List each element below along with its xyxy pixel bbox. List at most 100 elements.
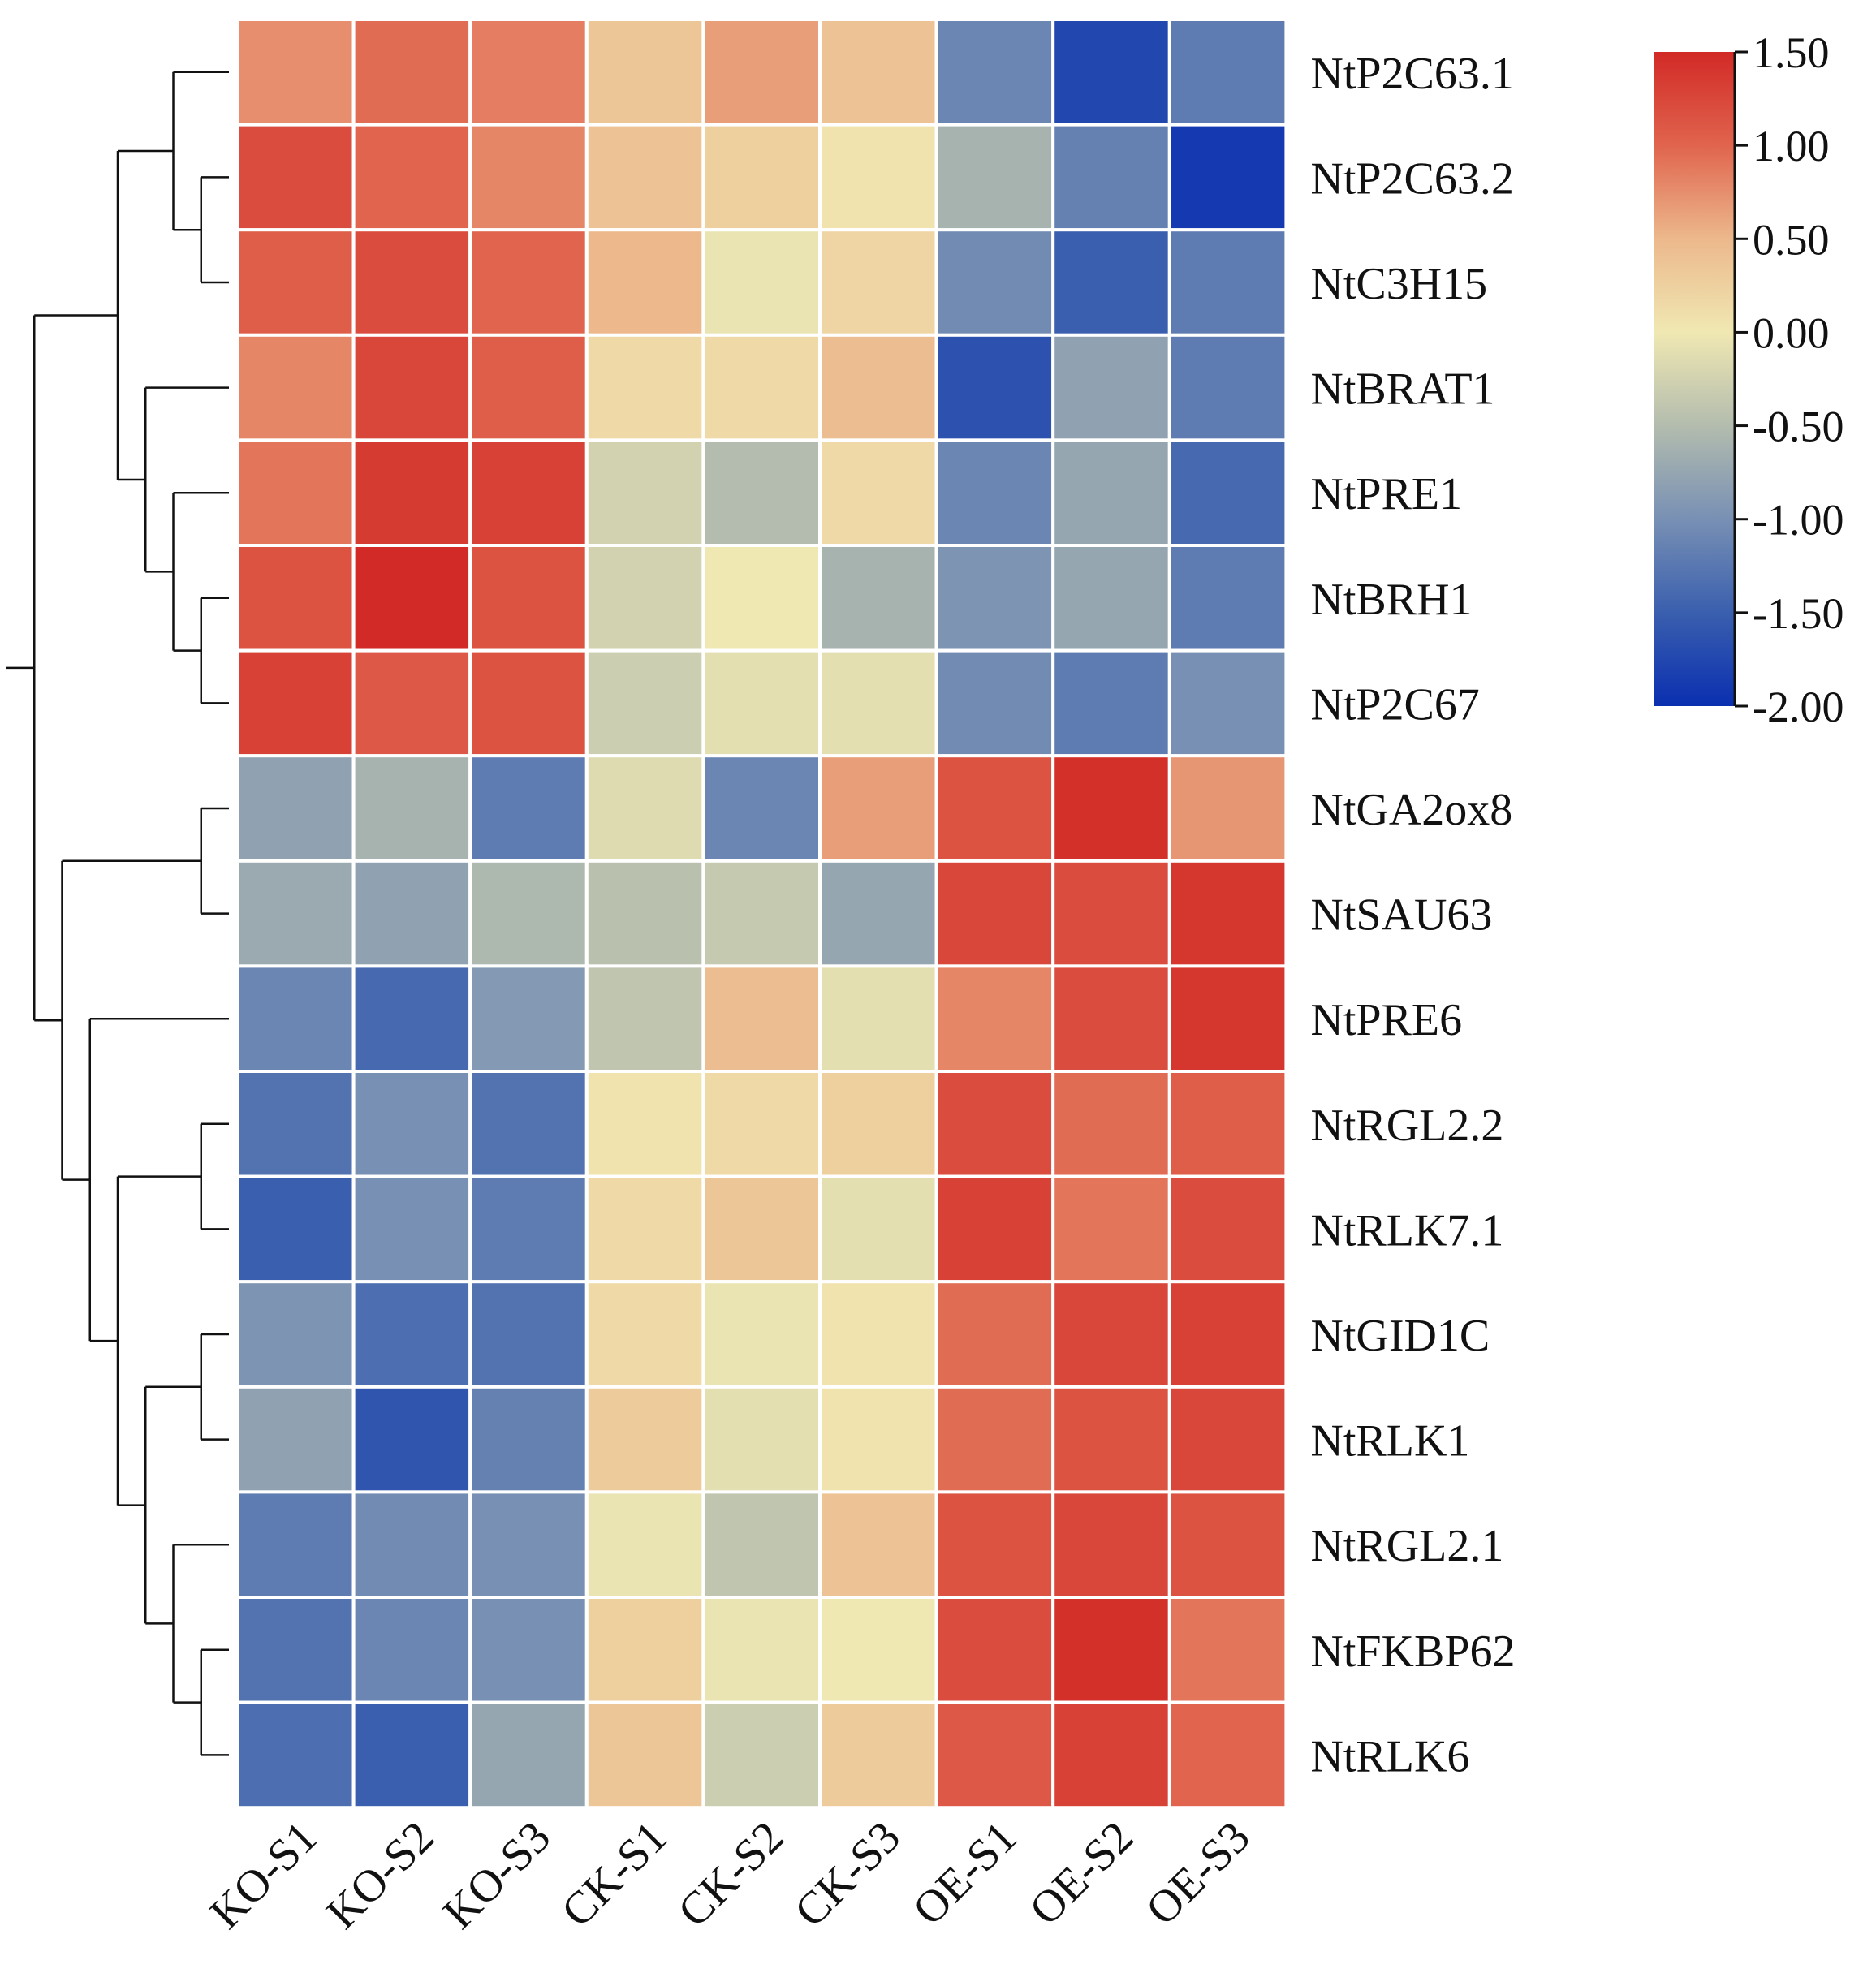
heatmap-cell-NtGID1C-OE-S3: [1167, 1280, 1288, 1389]
row-labels: NtP2C63.1 NtP2C63.2 NtC3H15 NtBRAT1 NtPRE1 Nt…: [1310, 49, 1515, 1782]
heatmap-cell-NtRLK7.1-OE-S2: [1051, 1174, 1171, 1284]
heatmap-cell-NtSAU63-OE-S3: [1167, 859, 1288, 968]
heatmap-cell-NtP2C63.1-CK-S2: [701, 18, 822, 127]
heatmap-cell-NtPRE1-OE-S1: [934, 438, 1055, 548]
heatmap-cell-NtPRE1-KO-S3: [468, 438, 589, 548]
heatmap-cell-NtGID1C-KO-S1: [235, 1280, 356, 1389]
heatmap-cell-NtGID1C-KO-S3: [468, 1280, 589, 1389]
heatmap-cell-NtSAU63-OE-S1: [934, 859, 1055, 968]
heatmap-cell-NtBRAT1-OE-S2: [1051, 333, 1171, 442]
row-label: NtP2C63.2: [1310, 153, 1514, 204]
heatmap-cell-NtPRE1-CK-S1: [584, 438, 705, 548]
heatmap-cell-NtFKBP62-CK-S1: [584, 1596, 705, 1704]
heatmap-cell-NtBRH1-CK-S3: [818, 544, 938, 653]
heatmap-cell-NtBRAT1-CK-S3: [818, 333, 938, 442]
heatmap-cell-NtRGL2.2-OE-S1: [934, 1070, 1055, 1178]
heatmap-cell-NtSAU63-CK-S2: [701, 859, 822, 968]
heatmap-cell-NtP2C63.1-OE-S2: [1051, 18, 1171, 127]
heatmap-cell-NtP2C63.1-KO-S3: [468, 18, 589, 127]
heatmap-cell-NtBRAT1-OE-S1: [934, 333, 1055, 442]
heatmap-cell-NtBRAT1-KO-S3: [468, 333, 589, 442]
heatmap-cell-NtRLK7.1-CK-S1: [584, 1174, 705, 1284]
heatmap-cell-NtC3H15-CK-S3: [818, 228, 938, 337]
row-label: NtBRH1: [1310, 575, 1472, 625]
heatmap-cell-NtP2C63.1-KO-S2: [351, 18, 472, 127]
heatmap-cell-NtP2C63.2-KO-S2: [351, 123, 472, 232]
heatmap-cell-NtPRE6-OE-S3: [1167, 964, 1288, 1074]
heatmap-cell-NtFKBP62-OE-S1: [934, 1596, 1055, 1704]
heatmap-cell-NtRLK1-KO-S3: [468, 1385, 589, 1494]
color-scale-legend: 1.50 1.00 0.50 0.00 -0.50 -1.00 -1.50 -2.00: [1654, 28, 1844, 731]
heatmap-cell-NtPRE6-KO-S2: [351, 964, 472, 1074]
heatmap-cell-NtSAU63-OE-S2: [1051, 859, 1171, 968]
colorbar-tick-label: -1.00: [1753, 496, 1844, 545]
heatmap-cell-NtPRE6-CK-S2: [701, 964, 822, 1074]
heatmap-cell-NtC3H15-OE-S2: [1051, 228, 1171, 337]
column-label: OE-S2: [1020, 1812, 1144, 1936]
heatmap-cell-NtRLK6-OE-S2: [1051, 1700, 1171, 1810]
heatmap-cell-NtP2C63.2-KO-S3: [468, 123, 589, 232]
heatmap-cell-NtRLK7.1-KO-S1: [235, 1174, 356, 1284]
colorbar-tick-label: 1.00: [1753, 122, 1830, 170]
heatmap-cell-NtP2C67-OE-S1: [934, 648, 1055, 758]
heatmap-cell-NtP2C63.2-CK-S1: [584, 123, 705, 232]
heatmap-cell-NtRLK1-CK-S2: [701, 1385, 822, 1494]
heatmap-cell-NtBRH1-OE-S1: [934, 544, 1055, 653]
heatmap-cell-NtRGL2.2-CK-S1: [584, 1070, 705, 1178]
heatmap-cell-NtFKBP62-KO-S3: [468, 1596, 589, 1704]
heatmap-cell-NtRLK6-KO-S3: [468, 1700, 589, 1810]
heatmap-cell-NtRLK7.1-CK-S3: [818, 1174, 938, 1284]
heatmap-cell-NtRGL2.1-KO-S1: [235, 1490, 356, 1600]
heatmap-cell-NtP2C67-OE-S2: [1051, 648, 1171, 758]
heatmap-cell-NtGA2ox8-CK-S1: [584, 754, 705, 863]
row-label: NtBRAT1: [1310, 364, 1494, 415]
heatmap-cell-NtFKBP62-CK-S2: [701, 1596, 822, 1704]
heatmap-cell-NtRLK1-CK-S3: [818, 1385, 938, 1494]
heatmap-cell-NtPRE6-CK-S1: [584, 964, 705, 1074]
heatmap-cell-NtP2C63.1-KO-S1: [235, 18, 356, 127]
heatmap-cell-NtP2C63.1-CK-S3: [818, 18, 938, 127]
heatmap-cell-NtPRE6-CK-S3: [818, 964, 938, 1074]
column-labels: KO-S1KO-S2KO-S3CK-S1CK-S2CK-S3OE-S1OE-S2…: [201, 1812, 1260, 1939]
heatmap-cell-NtRGL2.1-OE-S3: [1167, 1490, 1288, 1600]
colorbar-tick-label: 0.00: [1753, 308, 1830, 357]
heatmap-cell-NtBRH1-OE-S2: [1051, 544, 1171, 653]
heatmap-cell-NtGA2ox8-OE-S2: [1051, 754, 1171, 863]
column-label: KO-S2: [317, 1812, 444, 1939]
heatmap-cell-NtRLK1-OE-S1: [934, 1385, 1055, 1494]
heatmap-cell-NtP2C63.2-OE-S2: [1051, 123, 1171, 232]
row-label: NtPRE6: [1310, 995, 1462, 1045]
colorbar-tick-label: 0.50: [1753, 215, 1830, 264]
column-label: KO-S1: [201, 1812, 327, 1939]
colorbar-tick-label: 1.50: [1753, 28, 1830, 77]
heatmap-cell-NtRGL2.2-KO-S1: [235, 1070, 356, 1178]
heatmap-cell-NtRGL2.1-CK-S2: [701, 1490, 822, 1600]
heatmap-cell-NtP2C67-CK-S3: [818, 648, 938, 758]
heatmap-cell-NtPRE1-KO-S2: [351, 438, 472, 548]
heatmap-cell-NtRLK7.1-OE-S1: [934, 1174, 1055, 1284]
heatmap-cell-NtRLK6-OE-S1: [934, 1700, 1055, 1810]
heatmap-cell-NtBRH1-CK-S1: [584, 544, 705, 653]
heatmap-cell-NtPRE1-OE-S2: [1051, 438, 1171, 548]
heatmap-cell-NtP2C63.1-CK-S1: [584, 18, 705, 127]
heatmap-cell-NtSAU63-KO-S1: [235, 859, 356, 968]
heatmap-cell-NtP2C67-KO-S1: [235, 648, 356, 758]
heatmap-cell-NtP2C67-KO-S3: [468, 648, 589, 758]
heatmap-cell-NtP2C63.2-CK-S3: [818, 123, 938, 232]
heatmap-cell-NtGA2ox8-KO-S3: [468, 754, 589, 863]
heatmap-cell-NtRLK7.1-KO-S3: [468, 1174, 589, 1284]
row-label: NtGA2ox8: [1310, 785, 1512, 835]
heatmap-cell-NtPRE1-OE-S3: [1167, 438, 1288, 548]
row-label: NtC3H15: [1310, 259, 1487, 309]
heatmap-cell-NtRGL2.1-OE-S1: [934, 1490, 1055, 1600]
heatmap-cell-NtRLK1-CK-S1: [584, 1385, 705, 1494]
heatmap-cell-NtGID1C-CK-S2: [701, 1280, 822, 1389]
heatmap-cell-NtP2C63.2-CK-S2: [701, 123, 822, 232]
heatmap-cell-NtGID1C-CK-S1: [584, 1280, 705, 1389]
heatmap-cell-NtRLK6-KO-S2: [351, 1700, 472, 1810]
heatmap-cell-NtBRH1-KO-S1: [235, 544, 356, 653]
heatmap-cell-NtBRAT1-KO-S2: [351, 333, 472, 442]
heatmap-cell-NtP2C63.1-OE-S1: [934, 18, 1055, 127]
heatmap-cell-NtBRAT1-OE-S3: [1167, 333, 1288, 442]
